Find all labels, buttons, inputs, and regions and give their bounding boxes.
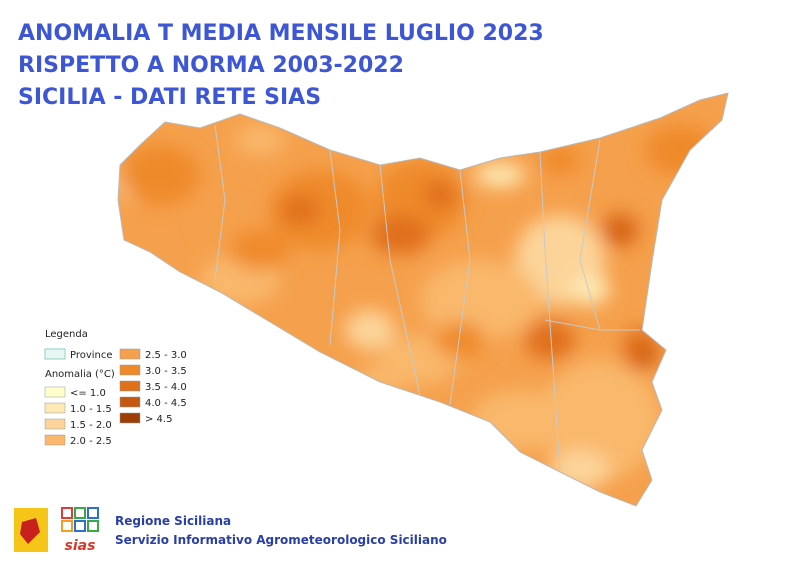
legend-swatch <box>44 434 66 446</box>
legend-label: 3.5 - 4.0 <box>145 382 187 393</box>
title-line: RISPETTO A NORMA 2003-2022 <box>18 53 404 78</box>
legend-swatch <box>119 380 141 392</box>
anomaly-area <box>370 215 430 255</box>
footer: sias Regione Siciliana Servizio Informat… <box>14 507 447 554</box>
legend-swatch <box>44 402 66 414</box>
anomaly-area <box>435 322 485 358</box>
anomaly-area <box>420 260 540 340</box>
anomaly-area <box>200 200 240 240</box>
title-line: ANOMALIA T MEDIA MENSILE LUGLIO 2023 <box>18 21 544 46</box>
anomaly-area <box>540 145 580 175</box>
province-swatch <box>44 348 66 360</box>
anomaly-area <box>120 145 200 205</box>
anomaly-area <box>525 320 575 360</box>
title-line: SICILIA - DATI RETE SIAS <box>18 85 321 110</box>
province-borders <box>214 124 640 471</box>
legend-swatch <box>44 386 66 398</box>
service-name: Servizio Informativo Agrometeorologico S… <box>115 533 447 547</box>
legend-subtitle: Anomalia (°C) <box>45 369 115 380</box>
anomaly-area <box>345 310 395 350</box>
sias-logo: sias <box>61 507 99 554</box>
legend-swatch <box>119 412 141 424</box>
legend-label: Province <box>70 350 113 361</box>
anomaly-area <box>640 345 656 365</box>
legend: Legenda Province Anomalia (°C) <= 1.0 1.0… <box>44 329 187 447</box>
anomaly-area <box>475 163 525 187</box>
legend-label: 2.0 - 2.5 <box>70 436 112 447</box>
anomaly-area <box>235 125 285 155</box>
legend-label: 1.5 - 2.0 <box>70 420 112 431</box>
legend-swatch <box>44 418 66 430</box>
sicily-map <box>118 93 728 506</box>
legend-swatch <box>119 364 141 376</box>
legend-title: Legenda <box>45 329 88 340</box>
org-name: Regione Siciliana <box>115 514 231 528</box>
anomaly-area <box>422 181 458 209</box>
logo-text: sias <box>65 538 96 554</box>
anomaly-area <box>612 224 628 240</box>
legend-label: > 4.5 <box>145 414 172 425</box>
legend-label: 1.0 - 1.5 <box>70 404 112 415</box>
anomaly-area <box>540 360 660 480</box>
legend-label: 4.0 - 4.5 <box>145 398 187 409</box>
legend-swatch <box>119 396 141 408</box>
legend-label: <= 1.0 <box>70 388 106 399</box>
anomaly-area <box>570 275 610 305</box>
region-logo-emblem <box>20 518 40 544</box>
legend-label: 2.5 - 3.0 <box>145 350 187 361</box>
legend-swatch <box>119 348 141 360</box>
legend-label: 3.0 - 3.5 <box>145 366 187 377</box>
anomaly-area <box>230 230 290 270</box>
anomaly-area <box>280 195 320 225</box>
anomaly-area <box>355 365 405 395</box>
